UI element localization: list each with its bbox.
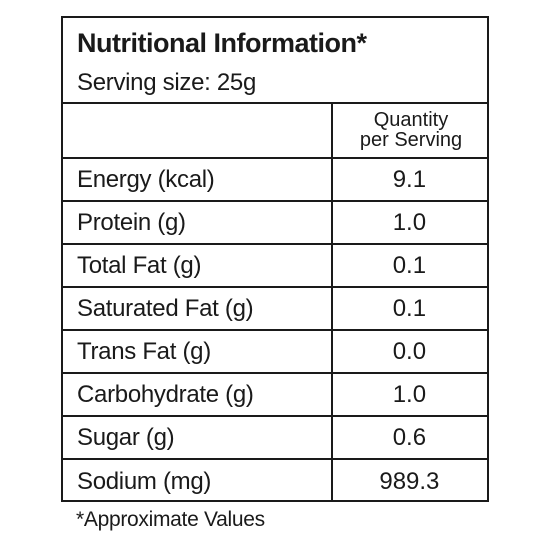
nutrient-name: Protein (g) (77, 208, 186, 236)
table-row: Saturated Fat (g) 0.1 (63, 288, 487, 331)
quantity-column-header: Quantity per Serving (333, 104, 489, 159)
serving-size: Serving size: 25g (77, 69, 257, 96)
nutrient-value: 9.1 (392, 165, 427, 193)
nutrient-value: 1.0 (392, 380, 427, 408)
table-row: Protein (g) 1.0 (63, 202, 487, 245)
column-divider (331, 104, 333, 502)
table-row: Energy (kcal) 9.1 (63, 159, 487, 202)
panel-title: Nutritional Information* (77, 28, 367, 58)
nutrient-name: Sugar (g) (77, 423, 175, 451)
nutrient-name: Trans Fat (g) (77, 337, 211, 365)
table-row: Trans Fat (g) 0.0 (63, 331, 487, 374)
nutrient-name: Sodium (mg) (77, 467, 212, 495)
nutrient-name: Energy (kcal) (77, 165, 215, 193)
table-row: Sugar (g) 0.6 (63, 417, 487, 460)
nutrient-value: 0.6 (392, 423, 427, 451)
nutrient-value: 0.0 (392, 337, 427, 365)
footnote: *Approximate Values (76, 508, 265, 531)
quantity-header-line-2: per Serving (359, 129, 463, 151)
nutrient-name: Carbohydrate (g) (77, 380, 254, 408)
nutrient-name: Total Fat (g) (77, 251, 202, 279)
table-row: Carbohydrate (g) 1.0 (63, 374, 487, 417)
nutrient-name: Saturated Fat (g) (77, 294, 254, 322)
nutrition-facts-panel: Nutritional Information* Serving size: 2… (61, 16, 489, 502)
panel-header: Nutritional Information* Serving size: 2… (63, 18, 487, 104)
nutrient-value: 989.3 (379, 467, 440, 495)
nutrient-value: 0.1 (392, 251, 427, 279)
nutrient-rows: Energy (kcal) 9.1 Protein (g) 1.0 Total … (63, 159, 487, 503)
table-row: Sodium (mg) 989.3 (63, 460, 487, 503)
table-row: Total Fat (g) 0.1 (63, 245, 487, 288)
nutrient-column-header (63, 104, 331, 159)
nutrient-value: 0.1 (392, 294, 427, 322)
nutrient-value: 1.0 (392, 208, 427, 236)
quantity-header-line-1: Quantity (373, 109, 449, 131)
